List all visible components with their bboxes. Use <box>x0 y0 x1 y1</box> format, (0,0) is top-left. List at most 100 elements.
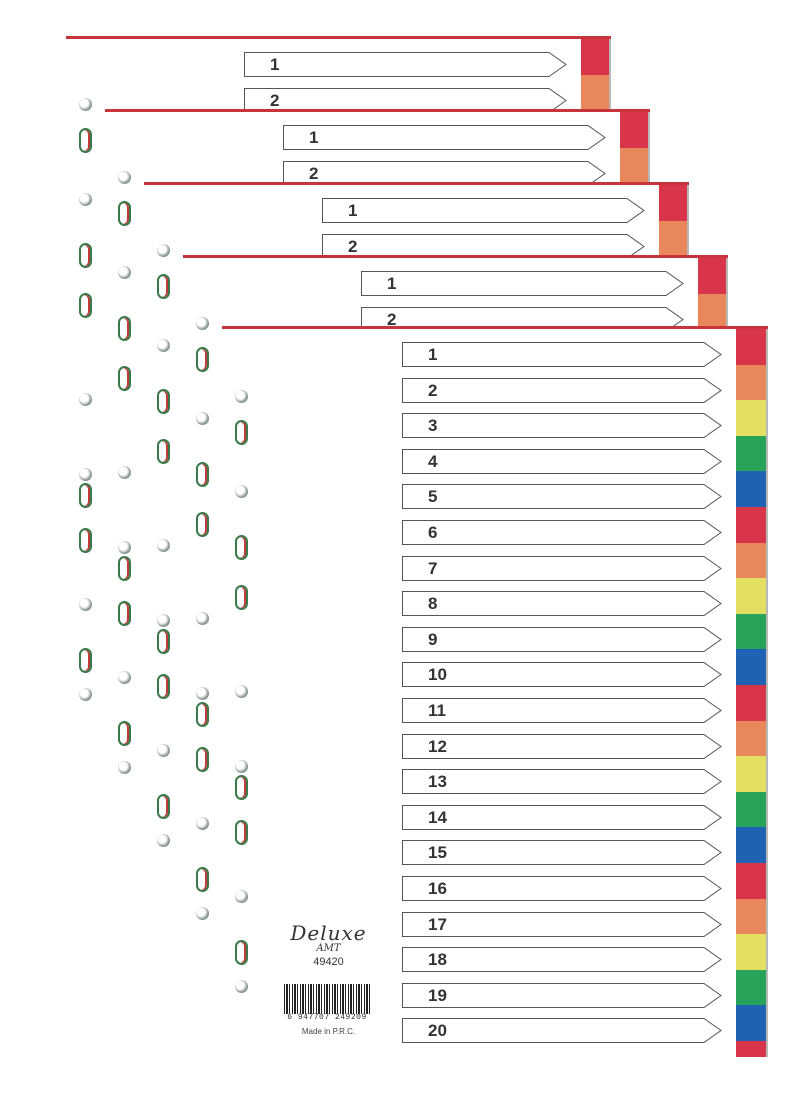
label-number: 8 <box>428 594 438 614</box>
label-number: 5 <box>428 487 438 507</box>
punch-hole-oval <box>157 389 170 414</box>
label-number: 1 <box>270 55 280 74</box>
punch-hole-round <box>157 744 170 757</box>
punch-hole-round <box>196 817 209 830</box>
brand-block: Deluxe AMT 49420 <box>276 921 381 968</box>
punch-hole-round <box>196 317 209 330</box>
tab-label: 2 <box>402 377 722 403</box>
punch-hole-round <box>118 266 131 279</box>
colored-tab <box>620 147 650 184</box>
label-strip <box>402 840 722 866</box>
punch-hole-oval <box>157 794 170 819</box>
colored-tab <box>736 934 768 970</box>
label-number: 12 <box>428 736 447 756</box>
punch-hole-oval <box>235 420 248 445</box>
punch-hole-oval <box>157 439 170 464</box>
tab-label: 2 <box>283 160 606 186</box>
punch-hole-oval <box>157 629 170 654</box>
colored-tab <box>736 400 768 436</box>
label-strip <box>244 87 567 113</box>
punch-hole-round <box>235 760 248 773</box>
tab-label: 1 <box>244 52 567 77</box>
punch-hole-oval <box>79 293 92 318</box>
sheet-edge <box>609 39 611 119</box>
label-number: 6 <box>428 523 438 542</box>
punch-hole-round <box>196 612 209 625</box>
tab-label: 15 <box>402 840 722 866</box>
punch-hole-round <box>79 393 92 406</box>
tab-label: 20 <box>402 1018 722 1044</box>
label-strip <box>402 1018 722 1044</box>
colored-tab <box>736 969 768 1006</box>
label-strip <box>402 626 722 652</box>
model-number: 49420 <box>313 956 344 968</box>
label-strip <box>402 591 722 617</box>
punch-hole-oval <box>196 347 209 372</box>
punch-hole-oval <box>235 820 248 845</box>
punch-hole-oval <box>79 528 92 553</box>
label-strip <box>402 982 722 1008</box>
label-number: 13 <box>428 772 447 792</box>
punch-hole-round <box>79 468 92 481</box>
colored-tab <box>736 329 768 365</box>
tab-label: 1 <box>402 342 722 367</box>
sub-brand: AMT <box>316 943 341 954</box>
tab-label: 4 <box>402 448 722 474</box>
label-strip <box>402 555 722 581</box>
label-strip <box>402 698 722 723</box>
sheet-edge <box>648 112 650 192</box>
tab-label: 12 <box>402 733 722 759</box>
punch-hole-oval <box>118 201 131 226</box>
colored-tab <box>581 74 611 111</box>
colored-tab <box>736 364 768 401</box>
label-strip <box>402 413 722 439</box>
colored-tab <box>698 293 728 330</box>
punch-hole-round <box>118 171 131 184</box>
label-number: 9 <box>428 629 438 649</box>
label-number: 15 <box>428 843 447 863</box>
label-number: 10 <box>428 665 447 685</box>
punch-hole-round <box>196 412 209 425</box>
label-number: 14 <box>428 807 447 827</box>
tab-label: 2 <box>322 233 645 259</box>
tab-label: 5 <box>402 484 722 510</box>
punch-hole-oval <box>196 462 209 487</box>
punch-hole-round <box>235 685 248 698</box>
punch-hole-oval <box>196 512 209 537</box>
colored-tab <box>736 613 768 650</box>
label-number: 17 <box>428 914 447 934</box>
colored-tab <box>736 1041 768 1057</box>
label-strip <box>402 448 722 474</box>
label-number: 19 <box>428 985 447 1005</box>
punch-hole-round <box>118 671 131 684</box>
tab-label: 16 <box>402 876 722 901</box>
punch-hole-round <box>157 539 170 552</box>
punch-hole-oval <box>79 243 92 268</box>
colored-tab <box>736 898 768 935</box>
punch-hole-round <box>79 193 92 206</box>
punch-hole-round <box>79 598 92 611</box>
colored-tab <box>698 258 728 294</box>
colored-tab <box>736 649 768 685</box>
punch-hole-oval <box>157 274 170 299</box>
sheet-edge <box>687 185 689 265</box>
colored-tab <box>736 756 768 792</box>
punch-hole-round <box>235 890 248 903</box>
punch-hole-oval <box>118 601 131 626</box>
colored-tab <box>736 542 768 579</box>
colored-tab <box>659 185 689 221</box>
tab-label: 3 <box>402 413 722 439</box>
punch-hole-round <box>196 687 209 700</box>
punch-hole-round <box>157 614 170 627</box>
colored-tab <box>659 220 689 257</box>
colored-tab <box>736 791 768 828</box>
punch-hole-oval <box>235 535 248 560</box>
punch-hole-oval <box>79 648 92 673</box>
label-number: 2 <box>309 163 319 183</box>
tab-label: 2 <box>244 87 567 113</box>
label-strip <box>283 125 606 150</box>
